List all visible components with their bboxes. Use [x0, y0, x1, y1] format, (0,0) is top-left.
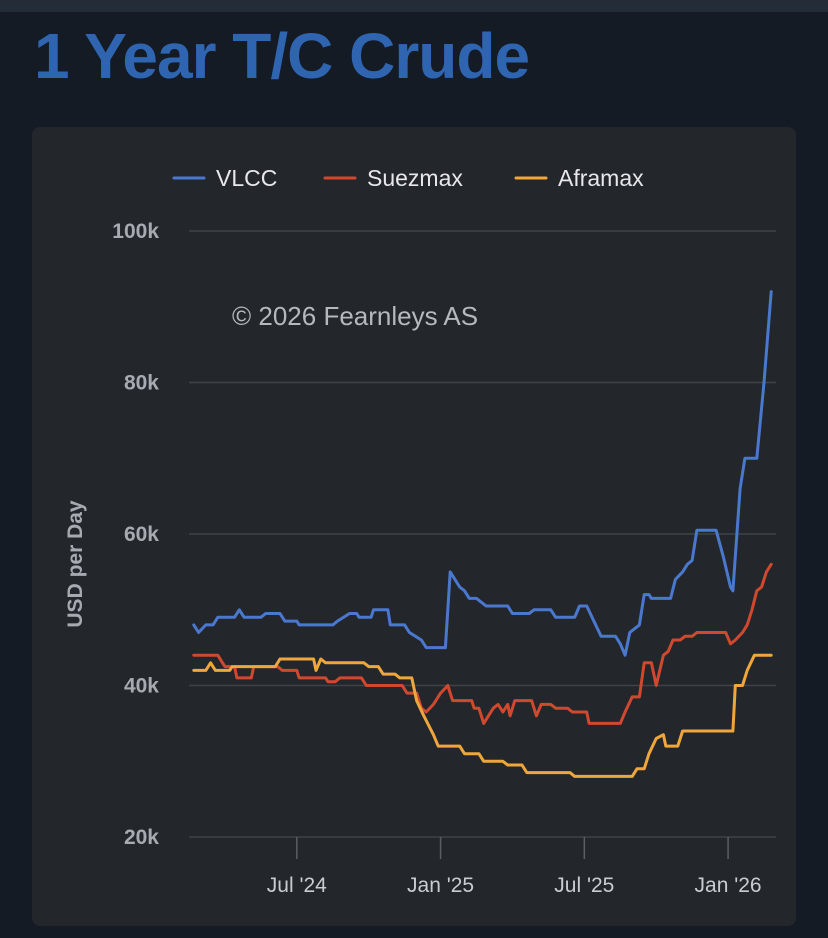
page-title: 1 Year T/C Crude [34, 20, 530, 92]
y-axis-label: USD per Day [64, 500, 87, 628]
x-tick-label-0: Jul '24 [267, 874, 327, 897]
legend-label-aframax: Aframax [558, 165, 644, 191]
legend-label-suezmax: Suezmax [367, 165, 463, 191]
x-tick-label-2: Jul '25 [554, 874, 614, 897]
y-tick-label-80k: 80k [124, 372, 159, 395]
series-line-aframax [192, 653, 773, 778]
y-tick-label-40k: 40k [124, 675, 159, 698]
top-bar [0, 0, 828, 12]
chart-card: 20k 40k 60k 80k 100k Jul '24 Jan '25 Jul '25 Jan… [32, 127, 796, 926]
x-tick-label-3: Jan '26 [695, 874, 762, 897]
legend-label-vlcc: VLCC [216, 165, 277, 191]
x-tick-label-1: Jan '25 [407, 874, 474, 897]
chart-svg: 20k 40k 60k 80k 100k Jul '24 Jan '25 Jul '25 Jan… [64, 165, 776, 897]
series-line-suezmax [192, 562, 773, 725]
y-tick-label-100k: 100k [112, 220, 159, 243]
y-tick-label-20k: 20k [124, 826, 159, 849]
watermark-text: © 2026 Fearnleys AS [232, 301, 478, 331]
series-line-vlcc [192, 290, 773, 657]
y-tick-label-60k: 60k [124, 523, 159, 546]
